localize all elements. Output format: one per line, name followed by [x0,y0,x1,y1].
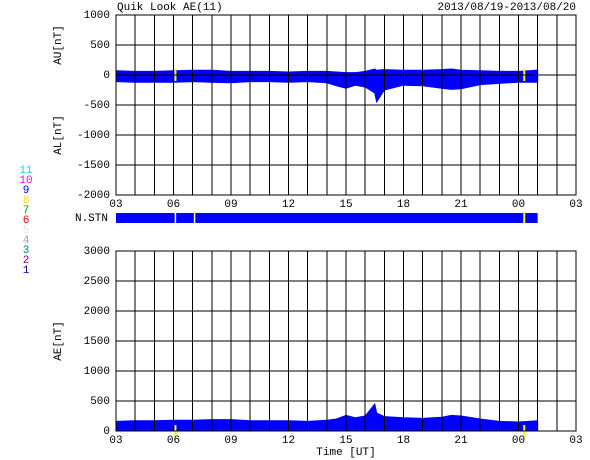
y-tick-label: -500 [84,100,110,112]
x-tick-label: 03 [109,199,122,211]
x-tick-label: 18 [397,199,410,211]
x-tick-label: 12 [282,435,295,447]
y-tick-label: 0 [103,426,110,438]
plot-frame [115,250,577,432]
y-tick-label: -1500 [77,160,110,172]
station-legend-label: 10 [19,175,32,187]
y-tick-label: 500 [90,40,110,52]
y-tick-label: 1000 [84,366,110,378]
y-tick-label: 1000 [84,10,110,22]
x-tick-label: 15 [339,199,352,211]
x-tick-label: 09 [224,435,237,447]
x-tick-label: 18 [397,435,410,447]
y-tick-label: 0 [103,70,110,82]
date-range: 2013/08/19-2013/08/20 [437,2,576,14]
station-legend-label: 6 [23,215,30,227]
x-tick-label: 03 [569,435,582,447]
station-legend-label: 9 [23,185,30,197]
x-tick-label: 00 [512,435,525,447]
x-tick-label: 03 [109,435,122,447]
y-tick-label: 2000 [84,306,110,318]
y-axis-label: AU[nT] [53,25,65,65]
x-tick-label: 06 [167,435,180,447]
x-tick-label: 12 [282,199,295,211]
x-tick-label: 15 [339,435,352,447]
n-stn-label: N.STN [75,213,108,225]
station-legend-label: 7 [23,205,30,217]
chart-title: Quik Look AE(11) [117,2,223,14]
station-legend-label: 3 [23,245,30,257]
y-axis-label: AL[nT] [53,115,65,155]
y-tick-label: 3000 [84,246,110,258]
x-tick-label: 03 [569,199,582,211]
x-tick-label: 09 [224,199,237,211]
y-tick-label: 1500 [84,336,110,348]
x-tick-label: 21 [454,199,468,211]
x-axis-label: Time [UT] [316,447,375,459]
station-legend-label: 4 [23,235,30,247]
x-tick-label: 00 [512,199,525,211]
y-tick-label: 2500 [84,276,110,288]
station-legend-label: 11 [19,165,33,177]
plot-frame [115,14,577,196]
y-tick-label: 500 [90,396,110,408]
x-tick-label: 21 [454,435,468,447]
x-tick-label: 06 [167,199,180,211]
y-tick-label: -1000 [77,130,110,142]
station-legend-label: 1 [23,265,30,277]
y-tick-label: -2000 [77,190,110,202]
station-legend-label: 5 [23,225,30,237]
station-legend-label: 8 [23,195,30,207]
y-axis-label: AE[nT] [53,321,65,361]
n-stn-bar [116,213,538,223]
station-legend-label: 2 [23,255,30,267]
